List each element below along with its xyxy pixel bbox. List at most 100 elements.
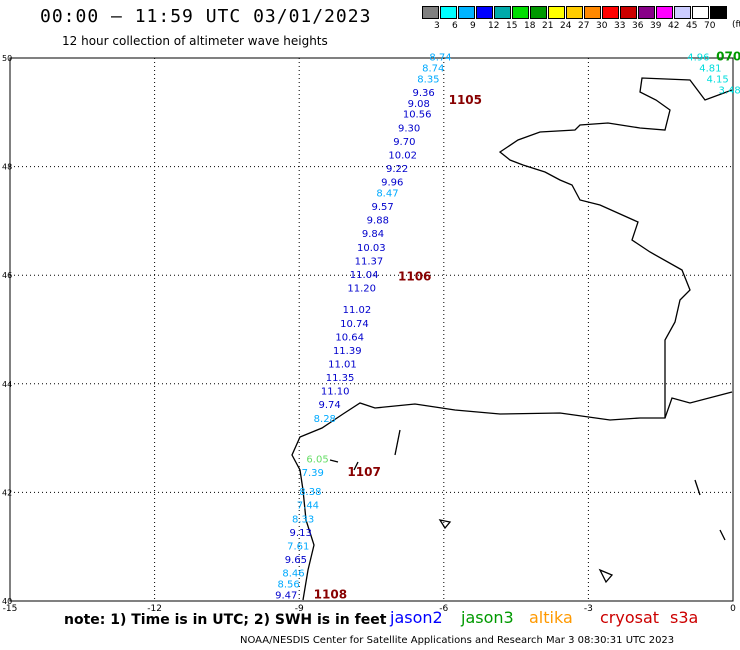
wave-height-label: 9.57 (372, 202, 394, 213)
wave-height-label: 10.03 (357, 243, 386, 254)
legend-swatch (602, 6, 619, 19)
map-grid (10, 58, 733, 601)
wave-height-label: 10.64 (335, 332, 364, 343)
coastline (291, 77, 733, 601)
legend-swatch (584, 6, 601, 19)
legend-label: 42 (668, 21, 680, 31)
footnote: note: 1) Time is in UTC; 2) SWH is in fe… (64, 612, 387, 628)
wave-height-label: 8.35 (417, 74, 439, 85)
pass-time-label: 070 (716, 50, 740, 64)
wave-height-label: 11.10 (321, 387, 350, 398)
wave-height-label: 11.39 (333, 346, 362, 357)
lon-tick-label: -15 (3, 604, 18, 614)
legend-label: 39 (650, 21, 662, 31)
wave-height-label: 9.47 (275, 590, 297, 601)
coastline-biscay (291, 391, 733, 601)
wave-height-label: 8.46 (282, 569, 304, 580)
river (394, 429, 401, 456)
lon-tick-label: -6 (439, 604, 448, 614)
legend-swatch (530, 6, 547, 19)
legend-label: 15 (506, 21, 518, 31)
legend-label: 70 (704, 21, 716, 31)
legend-label: 18 (524, 21, 536, 31)
pass-time-label: 1108 (314, 587, 347, 601)
pass-time-labels: 1105 1106 1107 1108 070 (314, 50, 740, 602)
satellite-jason3: jason3 (461, 608, 514, 627)
wave-height-label: 10.02 (388, 150, 417, 161)
legend-swatch (656, 6, 673, 19)
wave-height-label: 4.15 (706, 74, 728, 85)
wave-height-label: 8.74 (429, 53, 451, 64)
island (719, 529, 726, 541)
legend-swatch (710, 6, 727, 19)
wave-height-label: 9.88 (367, 216, 389, 227)
legend-label: 21 (542, 21, 554, 31)
legend-label: 9 (470, 21, 476, 31)
legend-swatch (512, 6, 529, 19)
legend-label: 33 (614, 21, 626, 31)
wave-height-label: 11.35 (326, 373, 355, 384)
wave-height-label: 7.44 (297, 501, 319, 512)
legend-swatch (494, 6, 511, 19)
legend-swatch (692, 6, 709, 19)
wave-height-label: 9.30 (398, 123, 420, 134)
wave-height-label: 7.61 (287, 541, 309, 552)
island (329, 459, 339, 463)
wave-height-label: 9.96 (381, 178, 403, 189)
legend-swatches (422, 6, 728, 19)
satellite-cryosat: cryosat (600, 608, 660, 627)
wave-height-label: 8.38 (299, 487, 321, 498)
wave-height-label: 9.65 (285, 555, 307, 566)
lat-tick-label: 48 (2, 163, 12, 172)
wave-height-label: 9.74 (318, 400, 340, 411)
island (598, 568, 614, 584)
wave-height-label: 9.70 (393, 137, 415, 148)
wave-height-label: 8.28 (314, 414, 336, 425)
wave-height-label: 4.96 (687, 53, 709, 64)
legend-labels: 3 6 9 12 15 18 21 24 27 30 33 36 39 42 45 70 (422, 19, 728, 33)
page-subtitle: 12 hour collection of altimeter wave hei… (62, 34, 328, 48)
legend-label: 3 (434, 21, 440, 31)
satellite-altika: altika (529, 608, 573, 627)
lat-tick-label: 42 (2, 488, 12, 497)
wave-height-labels: 8.748.748.359.369.0810.569.309.7010.029.… (275, 53, 740, 602)
legend-swatch (422, 6, 439, 19)
lon-tick-label: -3 (584, 604, 593, 614)
legend-label: 12 (488, 21, 500, 31)
lon-tick-label: 0 (730, 604, 736, 614)
legend-swatch (476, 6, 493, 19)
wave-height-label: 10.56 (403, 110, 432, 121)
wave-height-label: 9.84 (362, 229, 384, 240)
lat-tick-label: 50 (2, 54, 12, 63)
wave-height-label: 11.20 (347, 283, 376, 294)
page-title: 00:00 – 11:59 UTC 03/01/2023 (40, 6, 372, 27)
wave-height-label: 8.33 (292, 514, 314, 525)
pass-time-label: 1106 (398, 270, 431, 284)
wave-height-label: 4.81 (699, 64, 721, 75)
island (694, 479, 701, 496)
wave-height-label: 11.02 (343, 305, 372, 316)
wave-height-label: 9.08 (408, 99, 430, 110)
pass-time-label: 1105 (449, 93, 482, 107)
legend-swatch (674, 6, 691, 19)
wave-height-label: 10.74 (340, 319, 369, 330)
lat-tick-label: 40 (2, 597, 12, 606)
lat-tick-label: 46 (2, 271, 12, 280)
wave-height-label: 9.22 (386, 164, 408, 175)
legend-label: 24 (560, 21, 572, 31)
wave-height-label: 6.05 (306, 455, 328, 466)
lon-tick-label: -9 (295, 604, 304, 614)
wave-height-label: 8.47 (376, 188, 398, 199)
wave-height-label: 11.37 (355, 256, 384, 267)
legend-swatch (548, 6, 565, 19)
legend-label: 27 (578, 21, 590, 31)
wave-height-label: 8.56 (278, 579, 300, 590)
map-frame (9, 57, 734, 602)
legend-swatch (440, 6, 457, 19)
wave-height-label: 9.13 (290, 528, 312, 539)
legend-swatch (620, 6, 637, 19)
wave-height-label: 8.74 (422, 64, 444, 75)
legend-label: 30 (596, 21, 608, 31)
